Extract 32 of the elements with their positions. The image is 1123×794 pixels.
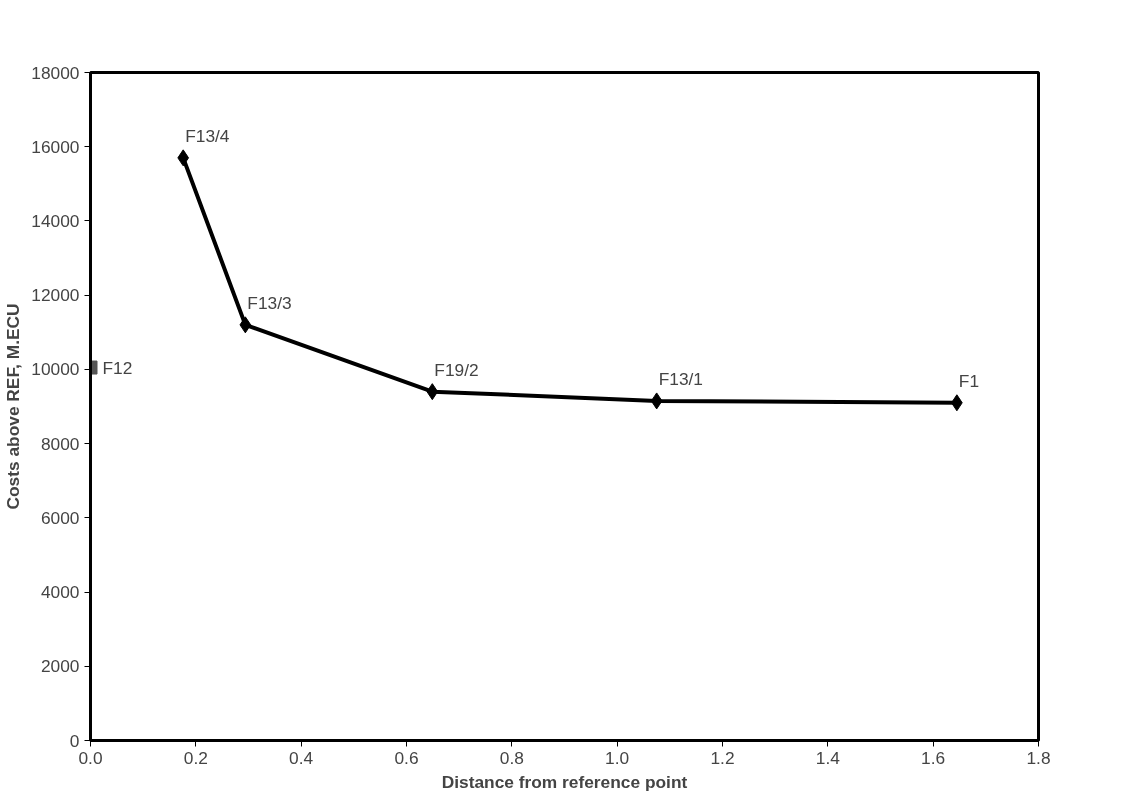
- y-tick-label: 0: [69, 730, 80, 751]
- x-tick-label: 0.0: [78, 747, 103, 768]
- annotation: F13/4: [185, 125, 230, 146]
- annotation: F12: [102, 357, 133, 378]
- point: [239, 316, 252, 334]
- x-tick-label: 0.8: [499, 747, 524, 768]
- x-tick-label: 0.4: [289, 747, 314, 768]
- point: [426, 383, 439, 401]
- y-tick-label: 2000: [40, 656, 80, 677]
- annotation: F19/2: [434, 359, 479, 380]
- y-tick-label: 8000: [40, 433, 80, 454]
- point: [650, 392, 663, 410]
- point: [177, 149, 190, 167]
- y-tick-label: 18000: [31, 62, 80, 83]
- annotation: F13/3: [247, 292, 292, 313]
- y-tick-label: 10000: [31, 359, 80, 380]
- y-tick-label: 16000: [31, 136, 80, 157]
- x-tick-label: 0.6: [394, 747, 419, 768]
- y-axis-title: Costs above REF, M.ECU: [3, 303, 24, 510]
- x-tick-label: 1.0: [605, 747, 630, 768]
- annotation: F1: [958, 370, 980, 391]
- x-tick-label: 1.2: [710, 747, 735, 768]
- x-tick-label: 1.8: [1026, 747, 1051, 768]
- y-tick-label: 12000: [31, 285, 80, 306]
- y-tick-label: 6000: [40, 507, 80, 528]
- x-axis-title: Distance from reference point: [441, 771, 688, 792]
- x-tick-label: 1.6: [921, 747, 946, 768]
- y-tick-label: 4000: [40, 582, 80, 603]
- x-tick-label: 1.4: [815, 747, 841, 768]
- x-tick-label: 0.2: [183, 747, 208, 768]
- y-tick-label: 14000: [31, 210, 80, 231]
- annotation: F13/1: [658, 368, 703, 389]
